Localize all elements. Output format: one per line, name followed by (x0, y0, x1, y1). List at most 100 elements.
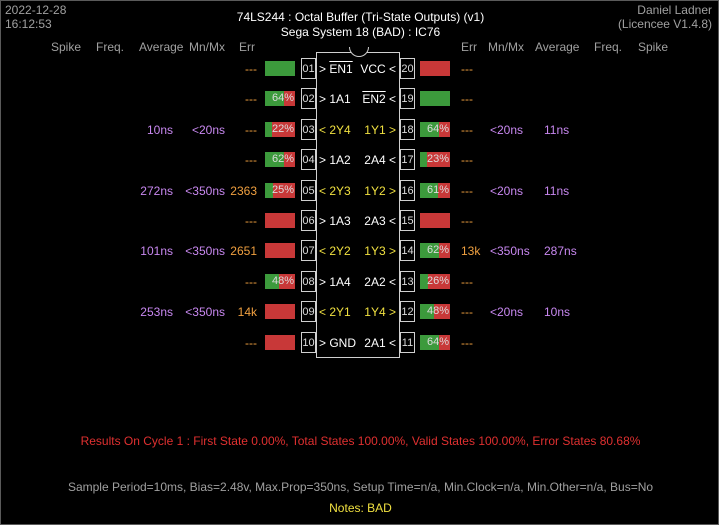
left-pin-box (301, 332, 316, 353)
right-state-bar-fill (420, 304, 435, 319)
left-state-bar (265, 304, 295, 319)
left-pin-box (301, 149, 316, 170)
left-state-pct: 64% (271, 92, 294, 104)
col-mnmx-right: Mn/Mx (488, 40, 524, 54)
right-state-bar: 26% (420, 274, 450, 289)
results-text: Results On Cycle 1 : First State 0.00%, … (80, 434, 641, 448)
left-err: 2363 (230, 184, 257, 198)
author-text: Daniel Ladner (637, 3, 712, 17)
chip-title: 74LS244 : Octal Buffer (Tri-State Output… (236, 10, 485, 24)
left-pin-box (301, 88, 316, 109)
right-err: --- (461, 214, 473, 228)
col-spike-right: Spike (638, 40, 669, 54)
right-state-bar-fill (420, 122, 440, 137)
left-pin-number: 01 (302, 63, 315, 75)
left-pin-name: < 2Y1 (319, 305, 351, 319)
right-pin-number: 20 (401, 63, 414, 75)
left-err: --- (245, 153, 257, 167)
right-pin-box (400, 210, 415, 231)
right-mnmx: <350ns (490, 244, 530, 258)
left-err: --- (245, 214, 257, 228)
right-pin-number: 11 (401, 337, 414, 349)
left-pin-number: 03 (302, 124, 315, 136)
left-mnmx: <350ns (185, 244, 225, 258)
right-state-pct: 64% (426, 336, 449, 348)
left-err: --- (245, 336, 257, 350)
left-state-bar-fill (265, 183, 273, 198)
left-pin-number: 09 (302, 306, 315, 318)
right-err: --- (461, 305, 473, 319)
notes-line: Notes: BAD (1, 501, 718, 515)
left-mnmx: <20ns (191, 123, 225, 137)
left-state-bar: 48% (265, 274, 295, 289)
left-pin-name: < 2Y2 (319, 244, 351, 258)
right-state-pct: 64% (426, 123, 449, 135)
left-average: 253ns (140, 305, 173, 319)
right-average: 10ns (544, 305, 571, 319)
time-text: 16:12:53 (5, 17, 52, 31)
left-pin-name: < 2Y3 (319, 184, 351, 198)
left-pin-name: > GND (319, 336, 357, 350)
right-err: --- (461, 153, 473, 167)
right-pin-box (400, 88, 415, 109)
right-average: 11ns (544, 123, 570, 137)
right-pin-box (400, 271, 415, 292)
left-pin-number: 02 (302, 93, 315, 105)
left-state-pct: 22% (271, 123, 294, 135)
right-pin-name: EN2 < (362, 92, 396, 106)
right-err: --- (461, 92, 473, 106)
right-pin-box (400, 240, 415, 261)
right-state-bar: 64% (420, 122, 450, 137)
col-average-left: Average (139, 40, 184, 54)
right-pin-number: 17 (401, 154, 414, 166)
right-pin-name: 1Y1 > (364, 123, 396, 137)
right-err: --- (461, 336, 473, 350)
right-pin-number: 13 (401, 276, 414, 288)
left-state-bar (265, 61, 295, 76)
col-err-left: Err (239, 40, 255, 54)
right-pin-box (400, 332, 415, 353)
left-pin-box (301, 240, 316, 261)
right-pin-number: 16 (401, 185, 414, 197)
right-pin-box (400, 180, 415, 201)
left-state-pct: 62% (271, 153, 294, 165)
right-err: 13k (461, 244, 481, 258)
right-pin-name: 1Y2 > (364, 184, 396, 198)
right-mnmx: <20ns (490, 305, 524, 319)
left-state-bar-fill (265, 274, 280, 289)
col-freq-left: Freq. (96, 40, 125, 54)
left-pin-name: > 1A4 (319, 275, 351, 289)
right-state-bar: 61% (420, 183, 450, 198)
left-err: --- (245, 275, 257, 289)
left-state-bar (265, 335, 295, 350)
left-pin-number: 10 (302, 337, 315, 349)
right-state-pct: 61% (426, 184, 449, 196)
right-state-bar: 62% (420, 243, 450, 258)
right-state-bar-fill (420, 243, 439, 258)
right-average: 11ns (544, 184, 570, 198)
left-mnmx: <350ns (185, 184, 225, 198)
right-state-bar (420, 61, 450, 76)
right-pin-name: VCC < (360, 62, 396, 76)
left-state-bar: 64% (265, 91, 295, 106)
right-pin-name: 2A1 < (364, 336, 396, 350)
left-pin-name: > 1A1 (319, 92, 351, 106)
left-pin-number: 04 (302, 154, 315, 166)
right-pin-box (400, 119, 415, 140)
right-err: --- (461, 184, 473, 198)
right-pin-name: 2A2 < (364, 275, 396, 289)
active-low-signal: EN1 (329, 62, 353, 76)
left-pin-number: 05 (302, 185, 315, 197)
left-average: 10ns (146, 123, 173, 137)
right-pin-box (400, 149, 415, 170)
left-err: --- (245, 123, 257, 137)
right-state-bar: 23% (420, 152, 450, 167)
right-state-bar-fill (420, 183, 439, 198)
left-state-bar-fill (265, 61, 295, 76)
notes-label: Notes: (329, 501, 364, 515)
left-state-pct: 25% (271, 184, 294, 196)
right-pin-number: 12 (401, 306, 414, 318)
left-state-bar-fill (265, 91, 285, 106)
right-average: 287ns (544, 244, 577, 258)
